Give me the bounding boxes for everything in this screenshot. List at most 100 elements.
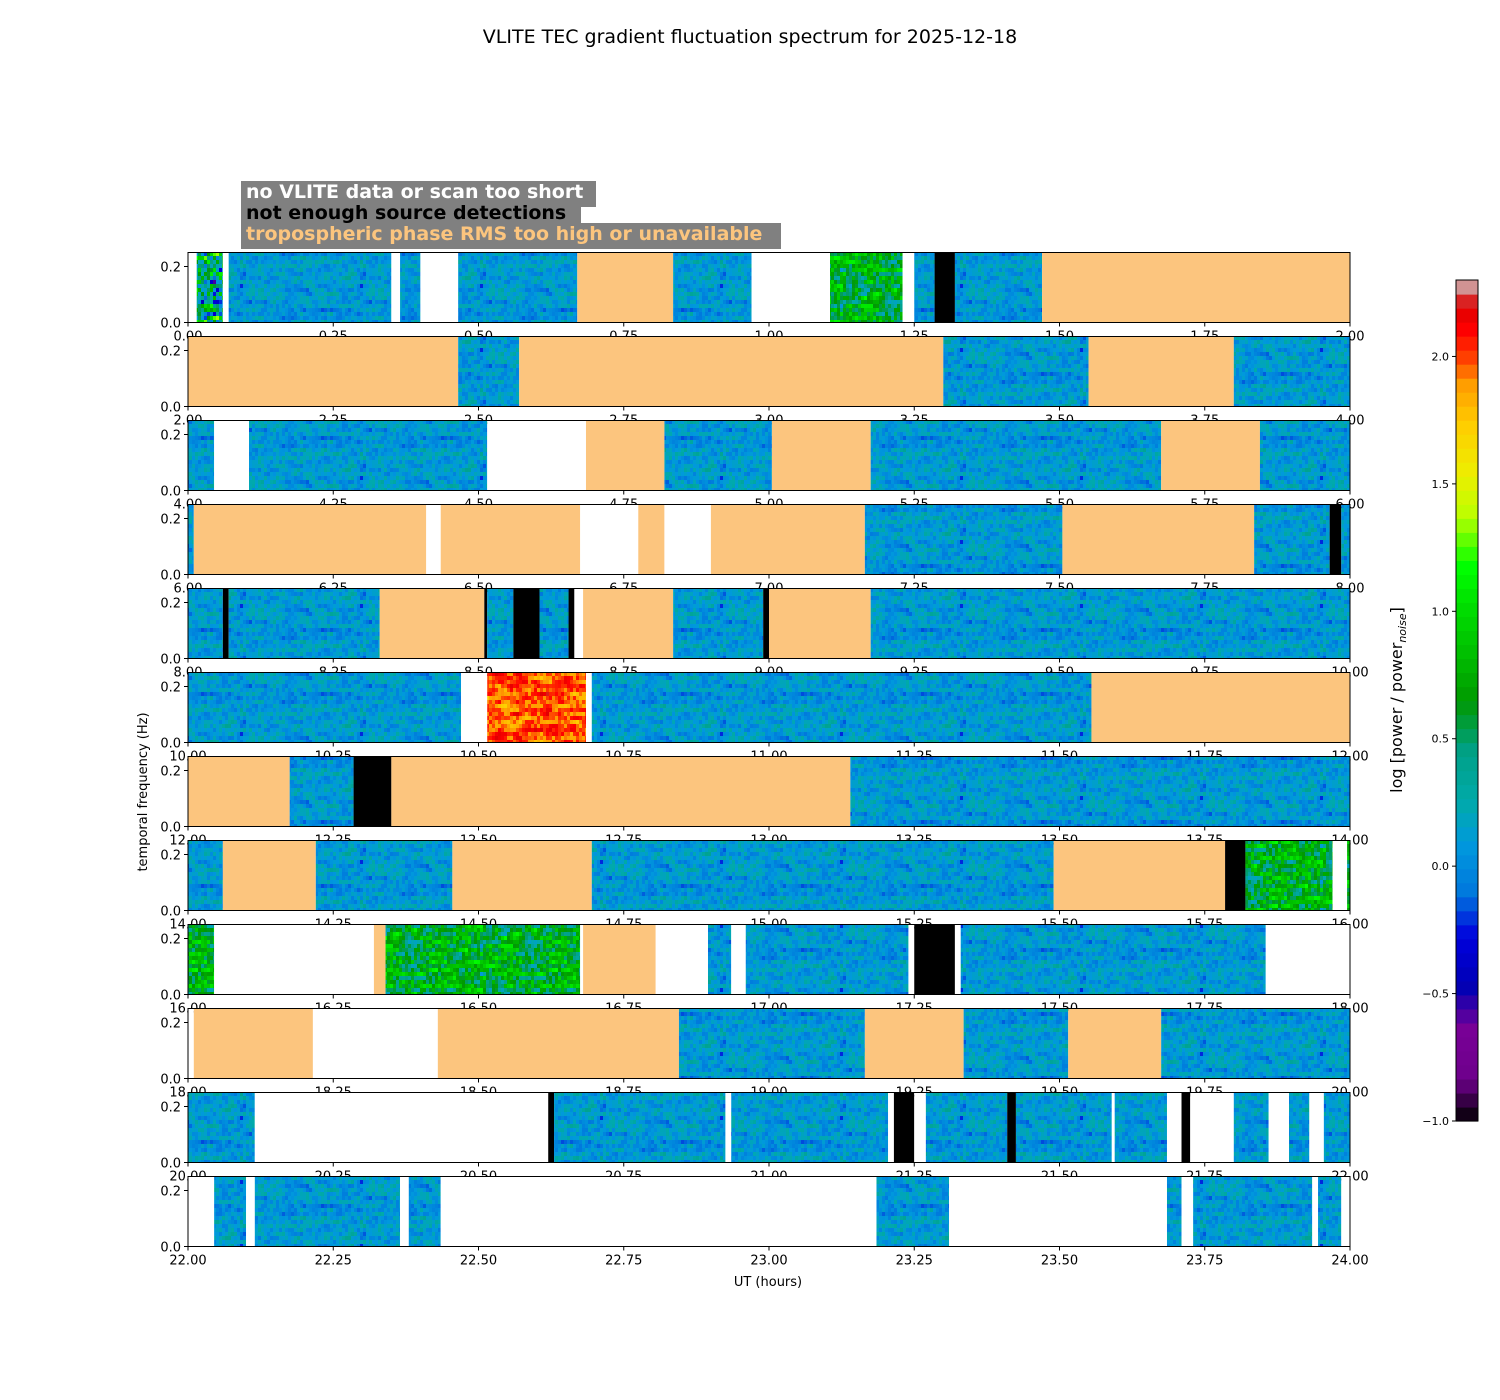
y-tick-label: 0.0 xyxy=(160,821,181,836)
colorbar-swatch xyxy=(1456,882,1478,898)
panel-6: 0.00.210.0010.2510.5010.7511.0011.2511.5… xyxy=(160,672,1369,765)
segment-w xyxy=(188,1008,194,1079)
segment-d xyxy=(864,504,1063,575)
y-tick-label: 0.2 xyxy=(160,1185,181,1200)
segment-d xyxy=(1015,1092,1112,1163)
segment-w xyxy=(440,1176,877,1247)
segment-b xyxy=(1181,1092,1191,1163)
colorbar-swatch xyxy=(1456,532,1478,547)
segment-o xyxy=(222,840,316,911)
segment-a xyxy=(196,252,223,323)
colorbar-swatch xyxy=(1456,322,1478,337)
segment-w xyxy=(902,252,915,323)
colorbar-tick-label: 2.0 xyxy=(1432,350,1450,363)
chart-title: VLITE TEC gradient fluctuation spectrum … xyxy=(483,26,1017,48)
y-tick-label: 0.2 xyxy=(160,345,181,360)
segment-o xyxy=(638,504,665,575)
colorbar-swatch xyxy=(1456,518,1478,533)
colorbar-swatch xyxy=(1456,1092,1478,1108)
colorbar-tick-label: −0.5 xyxy=(1422,988,1449,1001)
segment-d xyxy=(249,420,488,491)
panel-3: 0.00.24.004.254.504.755.005.255.505.756.… xyxy=(160,420,1364,513)
segment-w xyxy=(914,1092,926,1163)
segment-d xyxy=(876,1176,950,1247)
segment-d xyxy=(400,252,421,323)
segment-d xyxy=(925,1092,1008,1163)
segment-d xyxy=(745,924,909,995)
y-tick-label: 0.0 xyxy=(160,989,181,1004)
segment-b xyxy=(484,588,488,659)
y-tick-label: 0.2 xyxy=(160,597,181,612)
legend-entry: not enough source detections xyxy=(246,202,566,224)
colorbar-swatch xyxy=(1456,938,1478,954)
colorbar-tick-label: 1.0 xyxy=(1432,605,1450,618)
colorbar: −1.0 −0.5 0.0 0.5 1.0 1.5 2.0 log [power / powe… xyxy=(1387,279,1479,1128)
colorbar-swatch xyxy=(1456,1078,1478,1094)
segment-w xyxy=(655,924,708,995)
segment-d xyxy=(228,588,380,659)
segment-g xyxy=(385,924,581,995)
y-tick-label: 0.0 xyxy=(160,737,181,752)
colorbar-swatch xyxy=(1456,700,1478,716)
segment-o xyxy=(188,756,290,827)
segment-d xyxy=(188,672,462,743)
segment-d xyxy=(254,1176,401,1247)
colorbar-swatch xyxy=(1456,714,1478,730)
segment-w xyxy=(254,1092,549,1163)
segment-w xyxy=(954,924,961,995)
colorbar-swatch xyxy=(1456,924,1478,940)
segment-g xyxy=(830,252,903,323)
colorbar-swatch xyxy=(1456,1008,1478,1024)
colorbar-label: log [power / powernoise] xyxy=(1387,607,1409,793)
segment-b xyxy=(934,252,955,323)
segment-d xyxy=(1259,420,1350,491)
legend-entry: tropospheric phase RMS too high or unava… xyxy=(246,223,762,245)
colorbar-swatch xyxy=(1456,560,1478,575)
segment-w xyxy=(1166,1092,1182,1163)
segment-d xyxy=(315,840,453,911)
y-tick-label: 0.2 xyxy=(160,765,181,780)
x-tick-label: 23.25 xyxy=(896,1254,933,1269)
segment-w xyxy=(1190,1092,1234,1163)
segment-o xyxy=(769,588,871,659)
panel-5: 0.00.28.008.258.508.759.009.259.509.7510… xyxy=(160,588,1369,681)
panel-11: 0.00.220.0020.2520.5020.7521.0021.2521.5… xyxy=(160,1092,1369,1185)
segment-b xyxy=(222,588,229,659)
segment-d xyxy=(228,252,392,323)
colorbar-swatch xyxy=(1456,434,1478,449)
segment-w xyxy=(751,252,831,323)
segment-o xyxy=(710,504,865,575)
segment-d xyxy=(664,420,772,491)
colorbar-swatch xyxy=(1456,462,1478,477)
segment-w xyxy=(1265,924,1350,995)
y-tick-label: 0.0 xyxy=(160,1157,181,1172)
segment-d xyxy=(678,1008,865,1079)
x-tick-label: 23.00 xyxy=(750,1254,787,1269)
colorbar-swatch xyxy=(1456,378,1478,393)
segment-b xyxy=(568,588,575,659)
segment-b xyxy=(893,1092,915,1163)
segment-d xyxy=(408,1176,441,1247)
segment-d xyxy=(1233,336,1350,407)
x-tick-label: 23.50 xyxy=(1041,1254,1078,1269)
x-tick-label: 22.75 xyxy=(605,1254,642,1269)
segment-d xyxy=(458,336,520,407)
y-tick-label: 0.2 xyxy=(160,1101,181,1116)
colorbar-tick-label: 0.0 xyxy=(1432,860,1450,873)
x-tick-label: 23.75 xyxy=(1186,1254,1223,1269)
segment-d xyxy=(914,252,935,323)
segment-d xyxy=(1318,1176,1342,1247)
segment-o xyxy=(193,504,427,575)
panels-group: 0.00.20.000.250.500.751.001.251.501.752.… xyxy=(160,252,1369,1269)
segment-b xyxy=(914,924,955,995)
colorbar-swatch xyxy=(1456,336,1478,351)
colorbar-swatch xyxy=(1456,294,1478,309)
y-tick-label: 0.0 xyxy=(160,569,181,584)
segment-o xyxy=(864,1008,964,1079)
colorbar-tick-label: 0.5 xyxy=(1432,733,1450,746)
segment-d xyxy=(539,588,569,659)
segment-o xyxy=(1042,252,1350,323)
colorbar-swatch xyxy=(1456,280,1478,295)
segment-g xyxy=(188,924,215,995)
